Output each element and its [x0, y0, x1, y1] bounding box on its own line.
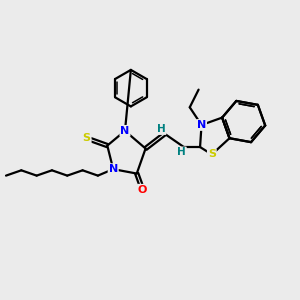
Text: H: H [177, 147, 186, 158]
Text: S: S [83, 133, 91, 143]
Text: N: N [197, 120, 206, 130]
Text: S: S [208, 149, 216, 159]
Text: O: O [138, 185, 147, 195]
Text: H: H [157, 124, 166, 134]
Text: N: N [120, 126, 130, 136]
Text: N: N [109, 164, 118, 174]
